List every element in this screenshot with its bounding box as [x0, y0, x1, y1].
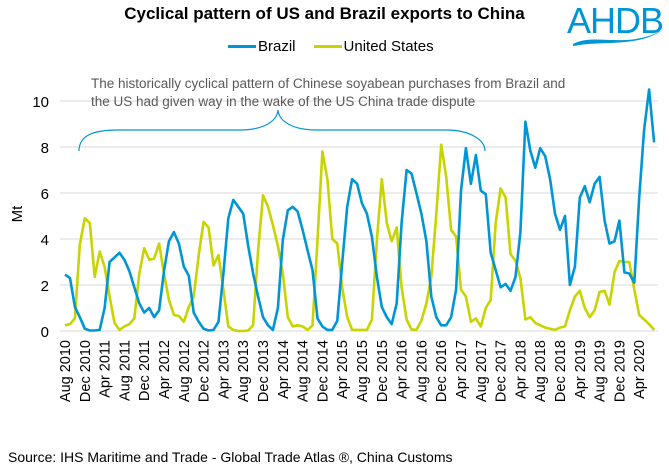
- y-axis-ticks: 0 2 4 6 8 10: [32, 94, 49, 341]
- x-tick-label: Aug 2015: [355, 340, 371, 402]
- x-tick-label: Apr 2019: [573, 340, 589, 399]
- y-axis-label: Mt: [9, 205, 26, 222]
- x-tick-label: Apr 2020: [632, 340, 648, 399]
- x-tick-label: Aug 2019: [593, 340, 609, 402]
- x-tick-label: Dec 2010: [78, 340, 94, 402]
- legend-item-brazil: Brazil: [228, 38, 296, 55]
- source-note: Source: IHS Maritime and Trade - Global …: [8, 449, 453, 465]
- legend-item-united-states: United States: [313, 38, 434, 55]
- x-tick-label: Dec 2017: [494, 340, 510, 402]
- legend-swatch-united-states: [313, 45, 342, 48]
- y-tick-label: 6: [41, 186, 49, 203]
- ahdb-logo-icon: AHDB: [567, 0, 664, 46]
- y-tick-label: 0: [41, 324, 49, 341]
- x-tick-label: Dec 2015: [375, 340, 391, 402]
- x-tick-label: Apr 2015: [335, 340, 351, 399]
- x-tick-label: Dec 2019: [612, 340, 628, 402]
- y-tick-label: 8: [41, 140, 49, 157]
- legend-label-brazil: Brazil: [258, 38, 296, 55]
- x-tick-label: Aug 2017: [474, 340, 490, 402]
- series-lines: [64, 88, 656, 333]
- legend-swatch-brazil: [228, 45, 256, 48]
- y-tick-label: 4: [41, 232, 49, 249]
- x-tick-label: Aug 2010: [58, 340, 74, 402]
- series-line-brazil: [64, 88, 656, 332]
- x-tick-label: Apr 2011: [98, 340, 114, 398]
- legend-label-united-states: United States: [343, 38, 434, 55]
- x-tick-label: Apr 2014: [276, 340, 292, 399]
- x-tick-label: Dec 2012: [197, 340, 213, 402]
- x-tick-label: Apr 2016: [395, 340, 411, 399]
- x-tick-label: Aug 2011: [117, 340, 133, 401]
- x-tick-label: Dec 2016: [434, 340, 450, 402]
- annotation-brace: [78, 109, 486, 152]
- gridlines: [60, 100, 658, 332]
- x-tick-label: Aug 2016: [414, 340, 430, 402]
- x-tick-label: Dec 2013: [256, 340, 272, 402]
- x-axis-ticks: Aug 2010 Dec 2010 Apr 2011 Aug 2011 Dec 2011…: [58, 340, 648, 402]
- legend: Brazil United States: [228, 38, 434, 55]
- x-tick-label: Apr 2013: [216, 340, 232, 399]
- annotation-line-1: The historically cyclical pattern of Chi…: [91, 76, 565, 91]
- x-tick-label: Aug 2018: [533, 340, 549, 402]
- chart-title: Cyclical pattern of US and Brazil export…: [124, 4, 525, 23]
- x-tick-label: Dec 2011: [137, 340, 153, 401]
- x-tick-label: Apr 2018: [513, 340, 529, 399]
- x-tick-label: Apr 2017: [454, 340, 470, 399]
- y-tick-label: 10: [32, 94, 49, 111]
- ahdb-logo: AHDB: [565, 0, 665, 55]
- y-tick-label: 2: [41, 278, 49, 295]
- x-tick-label: Dec 2014: [315, 340, 331, 402]
- x-tick-label: Aug 2013: [236, 340, 252, 402]
- x-tick-label: Apr 2012: [157, 340, 173, 399]
- svg-text:AHDB: AHDB: [567, 0, 663, 41]
- x-tick-label: Dec 2018: [553, 340, 569, 402]
- x-tick-label: Aug 2012: [177, 340, 193, 402]
- x-tick-label: Aug 2014: [296, 340, 312, 402]
- annotation-line-2: the US had given way in the wake of the …: [91, 94, 475, 109]
